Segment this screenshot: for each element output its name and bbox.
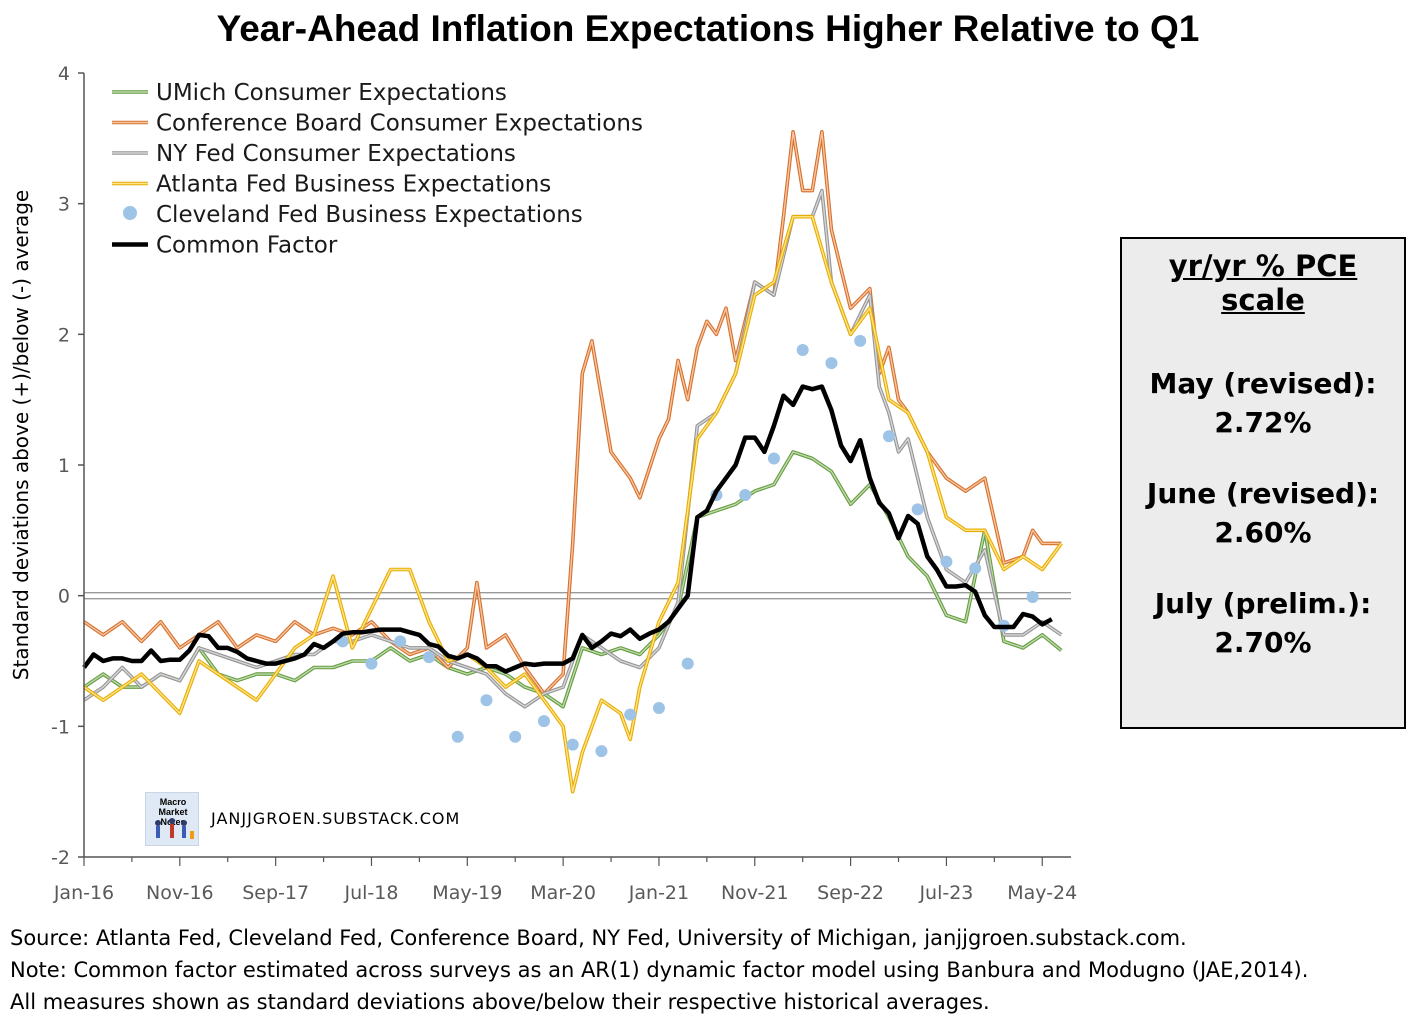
cleveland-fed-point <box>394 635 407 648</box>
cleveland-fed-point <box>882 430 895 443</box>
cleveland-fed-point <box>1026 590 1039 603</box>
reference-lines <box>84 592 1071 600</box>
pce-entry-july: July (prelim.): 2.70% <box>1122 587 1404 659</box>
cleveland-fed-point <box>480 694 493 707</box>
cleveland-fed-point <box>940 555 953 568</box>
legend-item-5: Common Factor <box>112 233 338 259</box>
pce-entry-may: May (revised): 2.72% <box>1122 367 1404 439</box>
cleveland-fed-point <box>652 702 665 715</box>
cleveland-fed-point <box>422 651 435 664</box>
y-tick-label: 3 <box>58 194 70 216</box>
plot-area <box>40 60 1107 915</box>
pce-value-may: 2.72% <box>1214 406 1312 439</box>
pce-label-july: July (prelim.): <box>1154 587 1372 620</box>
x-tick-label: May-19 <box>432 882 502 904</box>
cleveland-fed-point <box>624 708 637 721</box>
y-tick-label: 1 <box>58 455 70 477</box>
footer-measures: All measures shown as standard deviation… <box>10 990 990 1014</box>
x-tick-label: Nov-21 <box>721 882 789 904</box>
legend-item-2: NY Fed Consumer Expectations <box>112 141 516 167</box>
logo-figures-icon <box>155 818 194 839</box>
series-line-highlight <box>83 131 1062 695</box>
x-tick-label: Jan-16 <box>53 882 114 904</box>
legend-label: UMich Consumer Expectations <box>156 80 507 106</box>
cleveland-fed-point <box>365 657 378 670</box>
series-1 <box>82 130 1062 696</box>
chart-footer: Source: Atlanta Fed, Cleveland Fed, Conf… <box>10 922 1308 1018</box>
pce-value-june: 2.60% <box>1214 516 1312 549</box>
x-tick-label: Jan-21 <box>628 882 689 904</box>
y-tick-label: 0 <box>58 586 70 608</box>
axes: -2 -1 0 1 2 3 4 Jan-16 Nov-16 Sep-17 Jul-18 May-19 M… <box>51 63 1077 904</box>
common-factor-line <box>82 384 1053 674</box>
y-tick-label: -1 <box>51 716 70 738</box>
legend-label: Conference Board Consumer Expectations <box>156 111 643 137</box>
legend-label: Common Factor <box>156 233 338 259</box>
series-line-highlight <box>83 189 1062 708</box>
legend-item-1: Conference Board Consumer Expectations <box>112 111 643 137</box>
series-group <box>82 130 1063 794</box>
cleveland-fed-point <box>566 738 579 751</box>
x-tick-label: Nov-16 <box>146 882 214 904</box>
legend-label: Atlanta Fed Business Expectations <box>156 172 551 198</box>
x-tick-label: Mar-20 <box>530 882 596 904</box>
legend-item-4: Cleveland Fed Business Expectations <box>123 202 583 228</box>
y-tick-label: 4 <box>58 63 70 85</box>
cleveland-fed-point <box>911 503 924 516</box>
x-tick-label: Sep-17 <box>242 882 309 904</box>
y-axis-label: Standard deviations above (+)/below (-) … <box>9 189 33 681</box>
legend-item-0: UMich Consumer Expectations <box>112 80 507 106</box>
macro-market-notes-logo: Macro Market Notes <box>145 792 199 846</box>
cleveland-fed-point <box>739 489 752 502</box>
legend: UMich Consumer Expectations Conference Bo… <box>112 80 643 259</box>
x-tick-label: Sep-22 <box>817 882 884 904</box>
legend-marker <box>123 206 137 220</box>
chart-title: Year-Ahead Inflation Expectations Higher… <box>216 8 1200 49</box>
legend-label: Cleveland Fed Business Expectations <box>156 202 583 228</box>
footer-source: Source: Atlanta Fed, Cleveland Fed, Conf… <box>10 926 1187 950</box>
cleveland-fed-point <box>969 562 982 575</box>
cleveland-fed-point <box>767 452 780 465</box>
x-tick-label: May-24 <box>1007 882 1077 904</box>
x-tick-label: Jul-23 <box>918 882 973 904</box>
pce-label-may: May (revised): <box>1149 367 1377 400</box>
x-tick-label: Jul-18 <box>343 882 398 904</box>
cleveland-fed-point <box>825 357 838 370</box>
cleveland-fed-point <box>451 730 464 743</box>
pce-value-july: 2.70% <box>1214 626 1312 659</box>
pce-scale-box: yr/yr % PCE scale May (revised): 2.72% J… <box>1120 237 1406 729</box>
cleveland-fed-point <box>681 657 694 670</box>
pce-label-june: June (revised): <box>1146 477 1380 510</box>
watermark: JANJJGROEN.SUBSTACK.COM <box>211 809 461 828</box>
series-5 <box>82 384 1053 674</box>
y-tick-label: 2 <box>58 324 70 346</box>
cleveland-fed-point <box>854 334 867 347</box>
cleveland-fed-point <box>537 715 550 728</box>
cleveland-fed-point <box>595 745 608 758</box>
series-2 <box>82 188 1063 709</box>
cleveland-fed-point <box>509 730 522 743</box>
series-line-highlight <box>83 216 1062 793</box>
legend-item-3: Atlanta Fed Business Expectations <box>112 172 551 198</box>
footer-note: Note: Common factor estimated across sur… <box>10 958 1309 982</box>
series-3 <box>82 214 1063 794</box>
pce-entry-june: June (revised): 2.60% <box>1122 477 1404 549</box>
legend-label: NY Fed Consumer Expectations <box>156 141 516 167</box>
cleveland-fed-point <box>796 344 809 357</box>
pce-scale-heading: yr/yr % PCE scale <box>1168 249 1358 317</box>
y-tick-label: -2 <box>51 847 70 869</box>
